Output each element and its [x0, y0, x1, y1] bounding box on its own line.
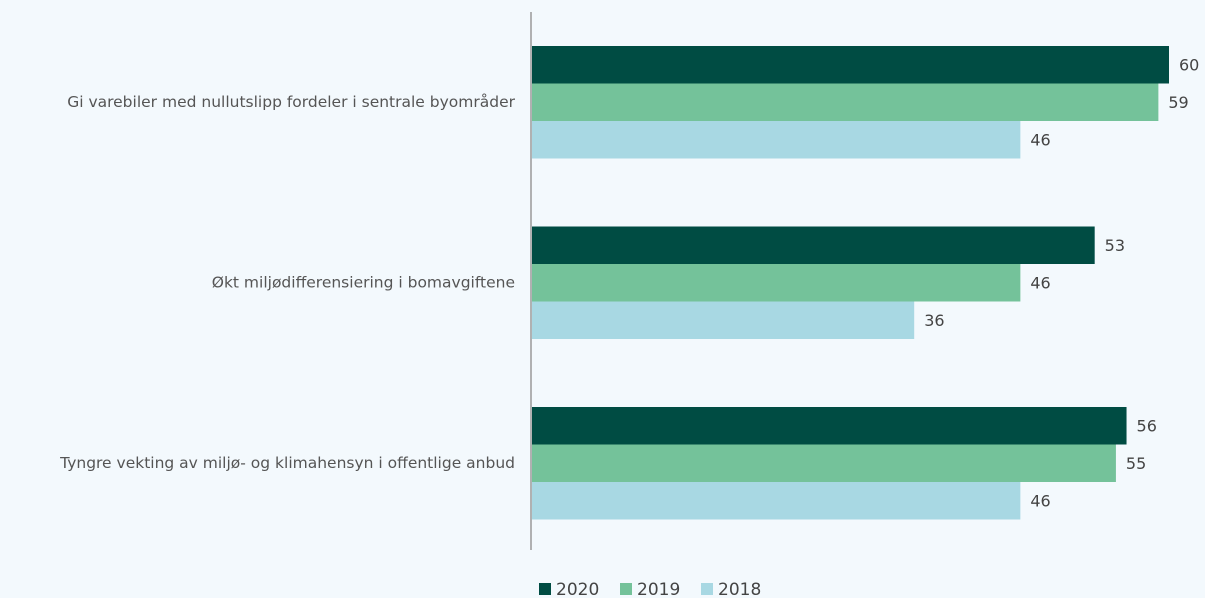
bar	[532, 301, 915, 339]
bar	[532, 264, 1021, 302]
legend-label: 2019	[637, 580, 680, 598]
bar	[532, 444, 1116, 482]
bar	[532, 46, 1169, 84]
value-label: 56	[1137, 416, 1157, 435]
category-label: Gi varebiler med nullutslipp fordeler i …	[67, 93, 515, 111]
bar	[532, 226, 1095, 264]
value-label: 36	[924, 311, 944, 330]
legend-swatch	[701, 583, 713, 595]
category-label: Tyngre vekting av miljø- og klimahensyn …	[59, 454, 515, 472]
value-label: 60	[1179, 55, 1199, 74]
legend-label: 2018	[718, 580, 761, 598]
legend-swatch	[620, 583, 632, 595]
value-label: 55	[1126, 454, 1146, 473]
legend-swatch	[539, 583, 551, 595]
bar	[532, 83, 1159, 121]
bar	[532, 482, 1021, 520]
bar	[532, 407, 1127, 445]
value-label: 53	[1105, 236, 1125, 255]
category-label: Økt miljødifferensiering i bomavgiftene	[212, 273, 515, 291]
bar	[532, 121, 1021, 159]
value-label: 46	[1030, 491, 1050, 510]
legend-label: 2020	[556, 580, 599, 598]
value-label: 46	[1030, 130, 1050, 149]
value-label: 59	[1168, 93, 1188, 112]
value-label: 46	[1030, 273, 1050, 292]
